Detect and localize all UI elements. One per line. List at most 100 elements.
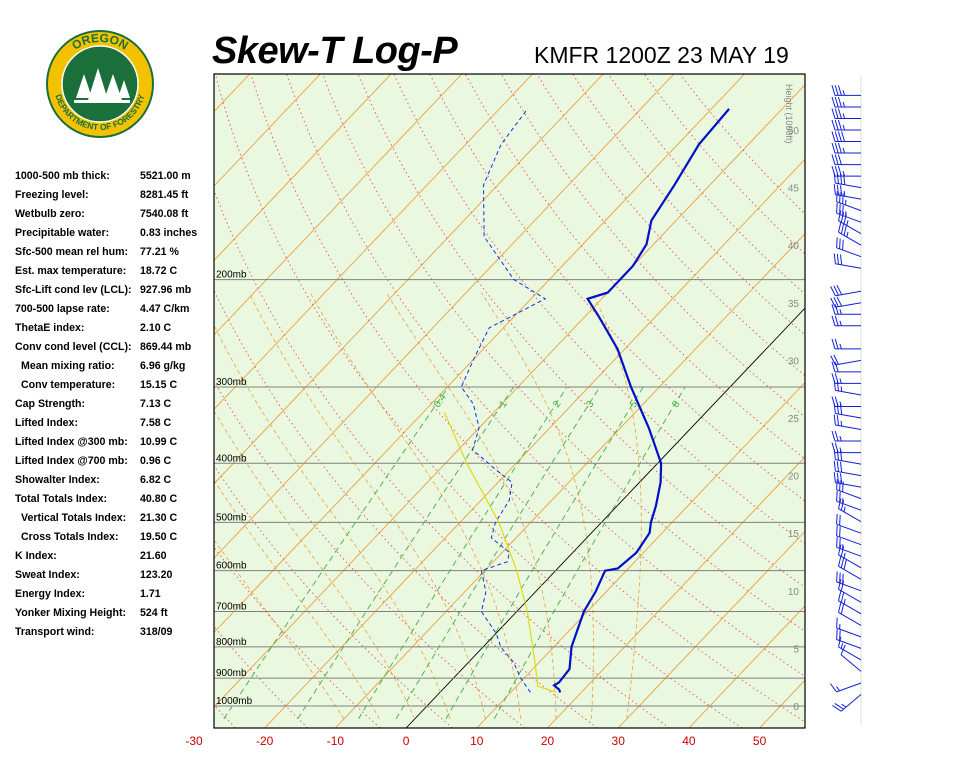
stat-row: Est. max temperature: 18.72 C (15, 263, 215, 282)
wind-barb (836, 201, 862, 212)
stat-label: Conv temperature: (21, 379, 116, 391)
wind-barb (836, 682, 862, 693)
wind-barb (835, 263, 862, 269)
stat-label: 700-500 lapse rate: (15, 303, 110, 315)
stat-row: Cross Totals Index: 19.50 C (15, 529, 215, 548)
isotherm-line (405, 307, 805, 728)
dewpoint-trace (460, 108, 547, 693)
dry-adiabat-line (250, 74, 805, 723)
stat-label: ThetaE index: (15, 322, 85, 334)
stat-row: Total Totals Index: 40.80 C (15, 491, 215, 510)
wind-barb (835, 470, 862, 477)
wind-barb (840, 694, 862, 712)
wind-barb (838, 611, 862, 626)
mixing-ratio-line (223, 386, 449, 720)
dry-adiabat-line (357, 74, 805, 588)
stat-value: 19.50 C (140, 531, 178, 543)
moist-adiabat-line (214, 539, 345, 720)
pressure-label: 800mb (216, 637, 247, 648)
stat-label: Vertical Totals Index: (21, 512, 127, 524)
stat-value: 0.96 C (140, 455, 172, 467)
wind-barb (838, 231, 862, 246)
mixing-ratio-line (358, 386, 568, 720)
stat-value: 18.72 C (140, 265, 178, 277)
stat-label: K Index: (15, 550, 57, 562)
moist-adiabat-line (385, 292, 557, 719)
height-tick-label: 25 (788, 414, 800, 425)
stat-value: 5521.00 m (140, 170, 191, 182)
dry-adiabat-line (214, 289, 598, 728)
moist-adiabat-line (214, 479, 380, 720)
wind-barb (836, 581, 862, 592)
stat-row: Sweat Index: 123.20 (15, 567, 215, 586)
wind-barb (836, 489, 862, 500)
wind-barb (836, 212, 862, 223)
stat-label: Total Totals Index: (15, 493, 108, 505)
isotherm-line (264, 158, 805, 728)
stat-label: Yonker Mixing Height: (15, 607, 127, 619)
wind-barb (838, 554, 862, 569)
wind-barb (836, 639, 862, 649)
height-tick-label: 40 (788, 241, 800, 252)
stat-row: Conv temperature: 15.15 C (15, 377, 215, 396)
temperature-tick-label: 10 (470, 734, 484, 748)
height-tick-label: 45 (788, 184, 800, 195)
isotherm-line (214, 74, 533, 410)
stat-row: Freezing level: 8281.45 ft (15, 187, 215, 206)
stat-value: 10.99 C (140, 436, 178, 448)
wind-barb (836, 523, 862, 534)
stat-label: Est. max temperature: (15, 265, 127, 277)
wind-barb (835, 290, 862, 297)
stat-row: Wetbulb zero: 7540.08 ft (15, 206, 215, 225)
isotherm-line (617, 530, 805, 728)
mixing-ratio-label: 1 (498, 399, 510, 410)
moist-adiabat-line (214, 409, 416, 720)
temperature-trace (552, 108, 730, 693)
stat-row: K Index: 21.60 (15, 548, 215, 567)
isotherm-line (214, 84, 805, 708)
stat-value: 40.80 C (140, 493, 178, 505)
stat-row: Sfc-Lift cond lev (LCL): 927.96 mb (15, 282, 215, 301)
wind-barb (838, 588, 862, 603)
wind-barb (835, 459, 862, 465)
pressure-label: 600mb (216, 561, 247, 572)
stat-label: Lifted Index: (15, 417, 78, 429)
oregon-forestry-logo: OREGON DEPARTMENT OF FORESTRY (46, 30, 154, 138)
wind-barb (835, 482, 862, 488)
isotherm-line (214, 74, 745, 634)
stat-value: 2.10 C (140, 322, 172, 334)
stat-value: 524 ft (140, 607, 168, 619)
stat-value: 1.71 (140, 588, 161, 600)
stat-value: 0.83 inches (140, 227, 198, 239)
height-axis-label: Height (1000ft) (784, 84, 794, 144)
height-tick-label: 0 (793, 702, 799, 713)
dry-adiabat-line (214, 74, 743, 728)
wind-barb (836, 247, 862, 258)
dry-adiabat-line (393, 74, 805, 545)
station-time-label: KMFR 1200Z 23 MAY 19 (534, 42, 789, 68)
isotherm-line (214, 74, 675, 559)
tree-icon (74, 68, 130, 103)
stat-value: 927.96 mb (140, 284, 192, 296)
stat-label: Transport wind: (15, 626, 95, 638)
wind-barb (838, 508, 862, 523)
stat-value: 6.96 g/kg (140, 360, 186, 372)
wind-barb (838, 600, 862, 615)
temperature-tick-label: 20 (541, 734, 555, 748)
stat-value: 318/09 (140, 626, 173, 638)
chart-title: Skew-T Log-P (212, 30, 458, 72)
stat-row: Energy Index: 1.71 (15, 586, 215, 605)
pressure-label: 500mb (216, 512, 247, 523)
stat-label: Lifted Index @300 mb: (15, 436, 128, 448)
logo-text-top: OREGON (69, 31, 130, 53)
dry-adiabat-line (500, 74, 805, 418)
isotherm-line (214, 74, 463, 336)
isotherm-line (688, 605, 805, 728)
pressure-label: 400mb (216, 453, 247, 464)
temperature-tick-label: 0 (403, 734, 410, 748)
height-tick-label: 35 (788, 299, 800, 310)
isotherm-line (547, 456, 805, 728)
height-tick-label: 30 (788, 356, 800, 367)
dry-adiabat-line (214, 379, 526, 728)
stat-label: 1000-500 mb thick: (15, 170, 110, 182)
